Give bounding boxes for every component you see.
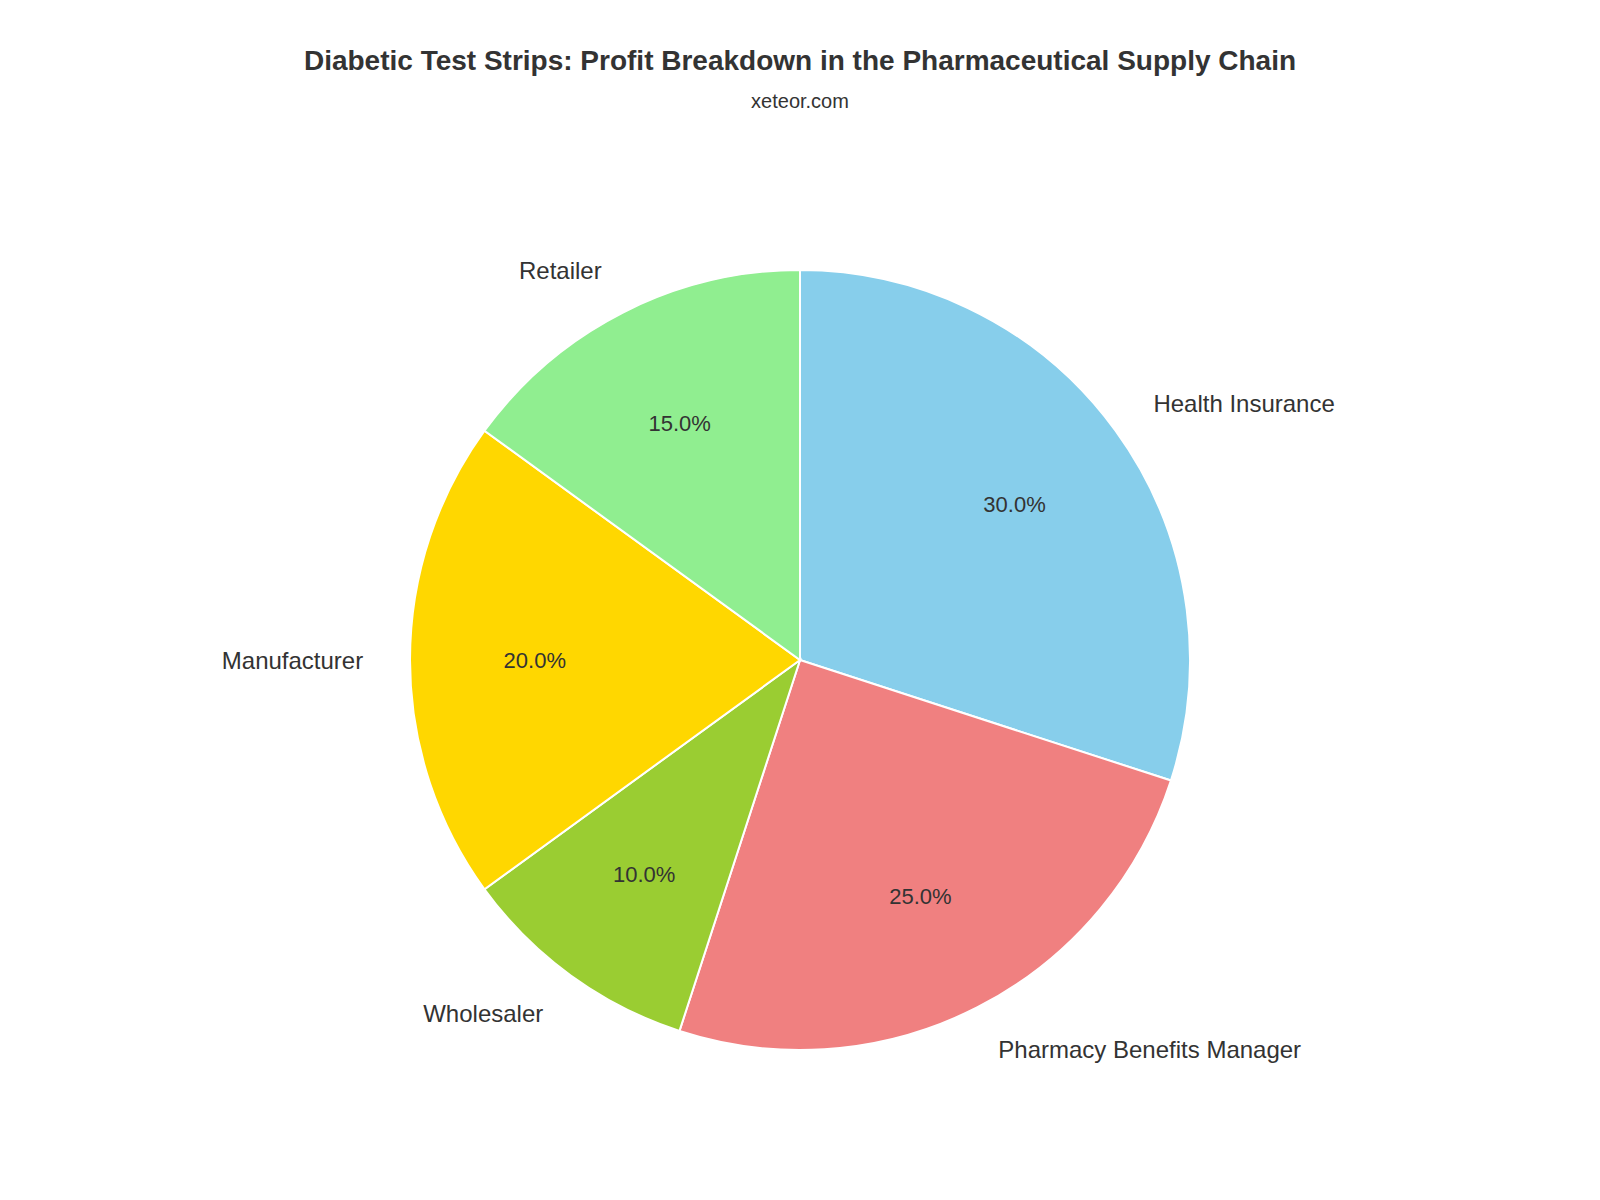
- category-label: Retailer: [519, 257, 602, 284]
- data-label: 15.0%: [648, 411, 710, 436]
- category-label: Health Insurance: [1153, 390, 1334, 417]
- data-label: 20.0%: [504, 648, 566, 673]
- category-label: Pharmacy Benefits Manager: [998, 1036, 1301, 1063]
- chart-svg: Diabetic Test Strips: Profit Breakdown i…: [0, 0, 1600, 1200]
- pie-group: 30.0% 25.0% 10.0% 20.0% 15.0% Health Insuranc…: [222, 257, 1335, 1062]
- chart-subtitle: xeteor.com: [751, 90, 849, 112]
- chart-container: Diabetic Test Strips: Profit Breakdown i…: [0, 0, 1600, 1200]
- data-label: 30.0%: [983, 492, 1045, 517]
- pie-slice: [484, 270, 800, 660]
- pie-labels: 30.0% 25.0% 10.0% 20.0% 15.0% Health Insuranc…: [222, 257, 1335, 1062]
- category-label: Manufacturer: [222, 647, 363, 674]
- data-label: 25.0%: [889, 884, 951, 909]
- slices: [410, 270, 1190, 1050]
- chart-title: Diabetic Test Strips: Profit Breakdown i…: [304, 45, 1296, 76]
- category-label: Wholesaler: [423, 1000, 543, 1027]
- data-label: 10.0%: [613, 862, 675, 887]
